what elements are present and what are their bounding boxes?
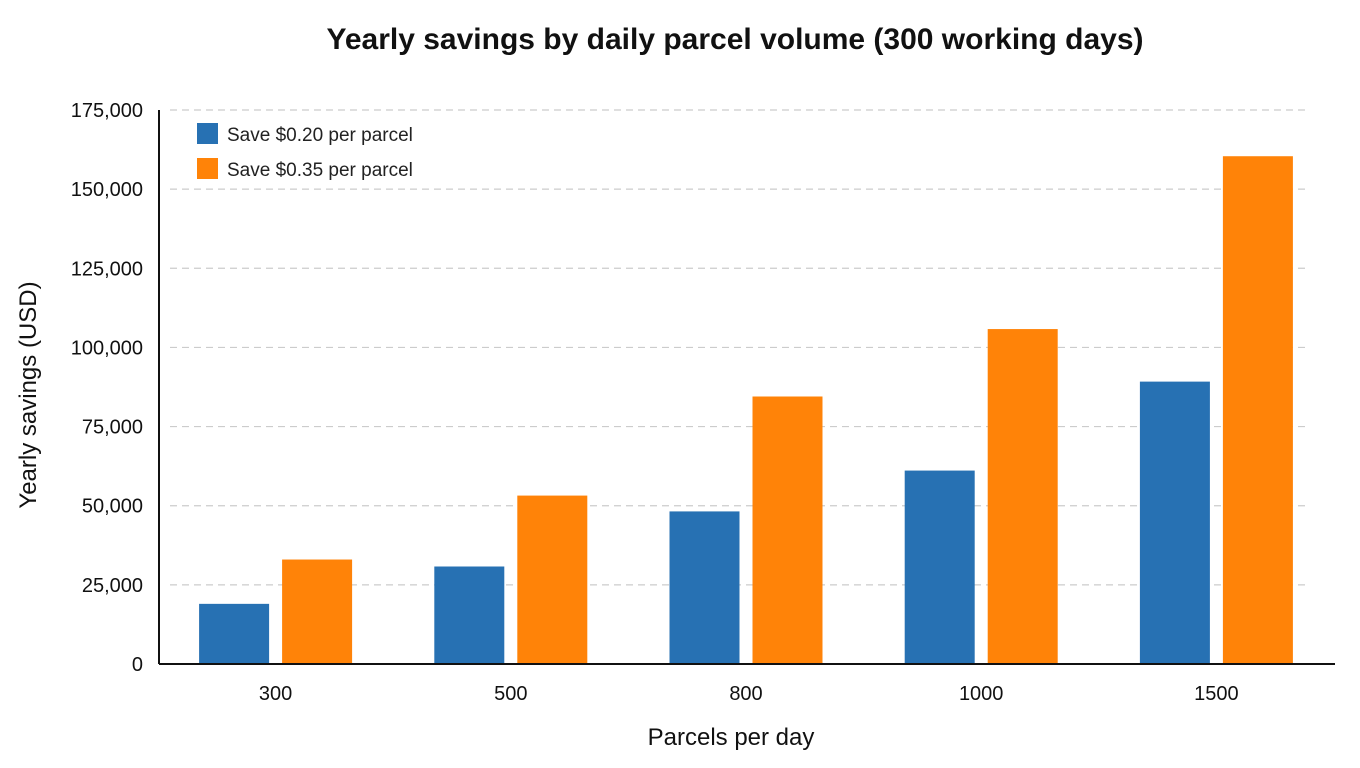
legend-swatch-series-1 xyxy=(197,123,218,144)
y-tick-label: 0 xyxy=(132,654,143,676)
bar-save-020-1500 xyxy=(1139,381,1210,664)
x-axis-label: Parcels per day xyxy=(648,724,815,751)
legend-label-series-2: Save $0.35 per parcel xyxy=(227,160,413,181)
bar-save-035-800 xyxy=(752,396,823,664)
legend-label-series-1: Save $0.20 per parcel xyxy=(227,125,413,146)
y-tick-label: 75,000 xyxy=(82,417,143,439)
y-tick-label: 100,000 xyxy=(71,337,143,359)
y-tick-labels: 0 25,000 50,000 75,000 100,000 125,000 150,000… xyxy=(71,100,143,676)
bar-save-020-500 xyxy=(434,566,505,664)
bar-save-020-1000 xyxy=(904,470,975,664)
bar-save-020-300 xyxy=(199,603,270,664)
legend-swatch-series-2 xyxy=(197,158,218,179)
bars xyxy=(199,156,1293,664)
y-tick-label: 25,000 xyxy=(82,575,143,597)
gridlines xyxy=(170,109,1310,586)
chart-title: Yearly savings by daily parcel volume (3… xyxy=(326,23,1143,56)
x-tick-label: 1000 xyxy=(959,683,1004,705)
y-axis-label: Yearly savings (USD) xyxy=(15,281,42,508)
x-tick-label: 1500 xyxy=(1194,683,1239,705)
bar-save-035-1500 xyxy=(1222,156,1293,664)
x-tick-labels: 300 500 800 1000 1500 xyxy=(259,683,1239,705)
y-tick-label: 150,000 xyxy=(71,179,143,201)
bar-save-020-800 xyxy=(669,511,740,664)
y-tick-label: 125,000 xyxy=(71,258,143,280)
x-tick-label: 500 xyxy=(494,683,527,705)
y-tick-label: 50,000 xyxy=(82,496,143,518)
bar-save-035-1000 xyxy=(987,329,1058,664)
legend: Save $0.20 per parcel Save $0.35 per par… xyxy=(197,123,413,181)
y-tick-label: 175,000 xyxy=(71,100,143,122)
bar-save-035-500 xyxy=(517,495,588,664)
bar-save-035-300 xyxy=(282,559,353,664)
x-tick-label: 300 xyxy=(259,683,292,705)
x-tick-label: 800 xyxy=(729,683,762,705)
